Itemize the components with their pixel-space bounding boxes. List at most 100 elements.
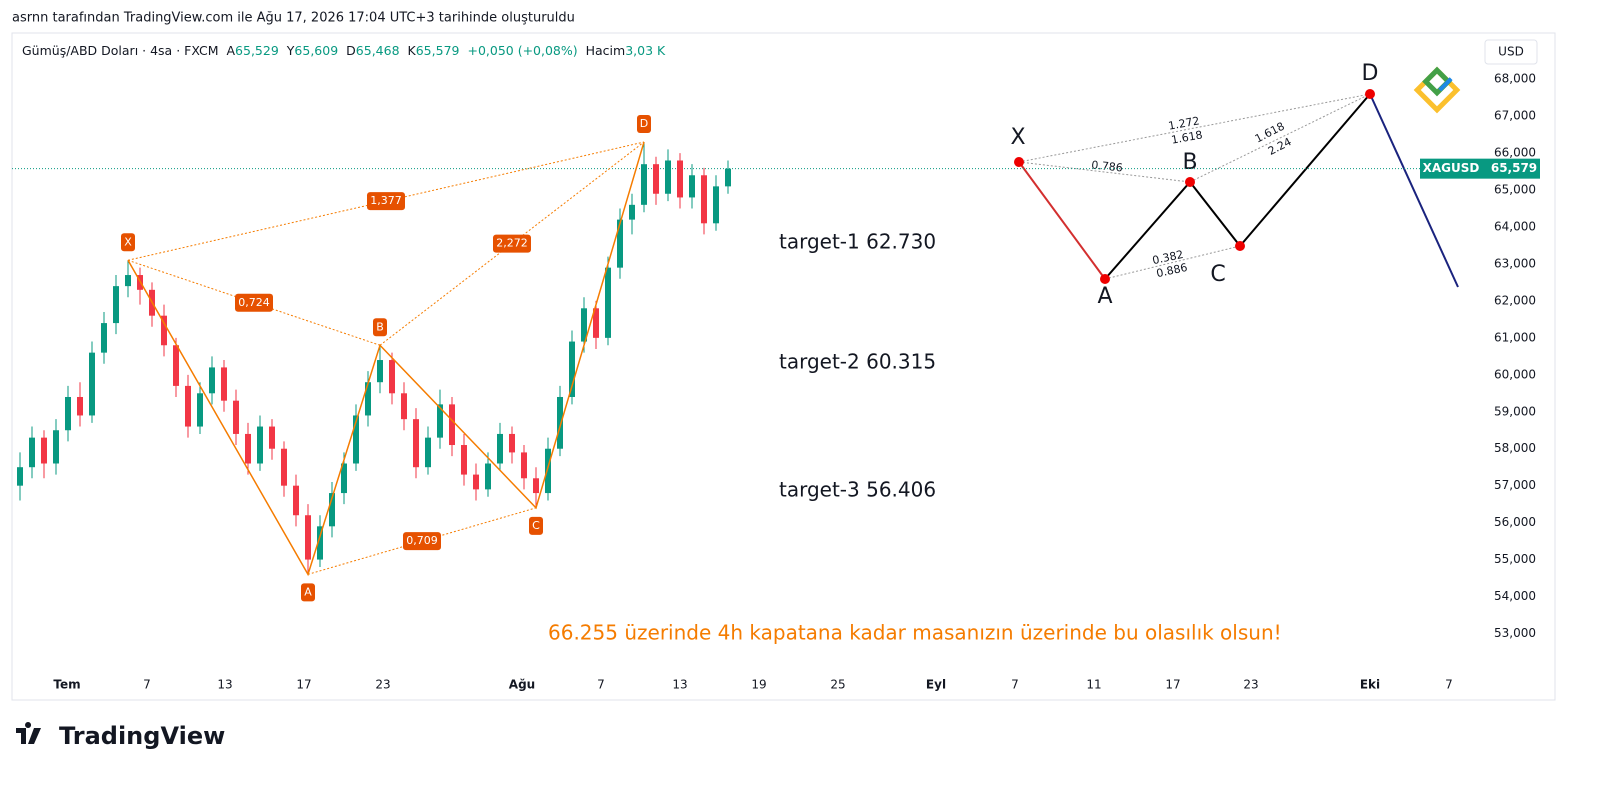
candle-body <box>209 367 215 394</box>
x-tick-label: 17 <box>296 678 311 692</box>
y-tick-label: 65,000 <box>1494 183 1536 197</box>
x-tick-label: Eki <box>1360 678 1380 692</box>
ratio-badge <box>235 293 273 312</box>
candle-body <box>677 160 683 198</box>
ratio-badge <box>403 532 441 551</box>
x-tick-label: 7 <box>1011 678 1019 692</box>
leg <box>1018 161 1106 280</box>
candle-body <box>461 445 467 475</box>
candle-body <box>629 204 635 220</box>
candle-body <box>113 286 119 324</box>
candle-body <box>689 175 695 198</box>
currency-box[interactable] <box>1484 39 1538 65</box>
candle-body <box>545 448 551 494</box>
candle-body <box>713 186 719 224</box>
ohlc-key: K <box>408 43 417 58</box>
candle-body <box>605 267 611 338</box>
candle-body <box>245 433 251 464</box>
symbol: Gümüş/ABD Doları · 4sa · FXCM <box>22 43 219 58</box>
price-tag <box>1420 158 1540 179</box>
candle-body <box>101 323 107 353</box>
leg <box>1104 93 1371 280</box>
candle-body <box>17 467 23 486</box>
y-tick-label: 61,000 <box>1494 330 1536 344</box>
x-tick-label: Tem <box>53 678 80 692</box>
x-tick-label: 7 <box>597 678 605 692</box>
ratio-line <box>307 507 537 575</box>
x-tick-label: 23 <box>1243 678 1258 692</box>
brand-name: TradingView <box>59 722 225 750</box>
candle-body <box>341 463 347 494</box>
ratio-label: 0,724 <box>238 296 270 309</box>
point-label: C <box>1210 262 1225 287</box>
y-tick-label: 53,000 <box>1494 626 1536 640</box>
point-badge <box>301 583 315 602</box>
volume: 3,03 K <box>625 43 666 58</box>
candle-body <box>437 404 443 438</box>
dotted-line <box>1018 161 1191 183</box>
legend: Gümüş/ABD Doları · 4sa · FXCM A65,529 Y6… <box>22 43 666 58</box>
point-label: X <box>124 235 132 248</box>
y-tick-label: 68,000 <box>1494 72 1536 86</box>
brand-icon <box>16 722 41 744</box>
candle-body <box>329 493 335 527</box>
candle-body <box>221 367 227 401</box>
candle-body <box>653 164 659 194</box>
candle-body <box>593 308 599 338</box>
ohlc-value: 65,468 <box>356 43 400 58</box>
candle-body <box>449 404 455 446</box>
dotted-line <box>1189 93 1371 183</box>
point-badge <box>529 516 543 535</box>
candle-body <box>497 433 503 464</box>
ratio: 0.786 <box>1091 158 1124 174</box>
candle-body <box>389 360 395 394</box>
y-tick-label: 59,000 <box>1494 404 1536 418</box>
header: asrnn tarafından TradingView.com ile Ağu… <box>12 11 575 26</box>
annotation: target-3 56.406 <box>779 478 936 502</box>
candle-body <box>581 308 587 342</box>
candle-body <box>269 426 275 449</box>
ratio: 0.382 <box>1151 248 1185 267</box>
y-tick-label: 62,000 <box>1494 293 1536 307</box>
candle-body <box>425 437 431 468</box>
point-badge <box>637 115 651 134</box>
candle-body <box>77 396 83 416</box>
candle-body <box>197 393 203 427</box>
point-label: C <box>532 519 540 532</box>
ratio-label: 2,272 <box>496 237 528 250</box>
point-label: B <box>376 320 384 333</box>
candle-body <box>533 478 539 494</box>
candle-body <box>353 415 359 464</box>
candle-body <box>377 360 383 383</box>
leg <box>1369 93 1459 288</box>
ratio-label: 1,377 <box>370 194 402 207</box>
candle-body <box>401 393 407 420</box>
dotted-line <box>1104 245 1241 280</box>
dotted-line <box>1018 93 1371 163</box>
point-label: A <box>1097 284 1112 309</box>
point-label: A <box>304 585 312 598</box>
candle-body <box>725 168 731 187</box>
candle-body <box>89 352 95 416</box>
point <box>1235 241 1245 251</box>
candle-body <box>521 452 527 479</box>
price-label: 65,579 <box>1491 161 1537 175</box>
ohlc-key: A <box>226 43 235 58</box>
ratio-badge <box>493 234 531 253</box>
point <box>1185 177 1195 187</box>
x-tick-label: 13 <box>217 678 232 692</box>
x-tick-label: Eyl <box>926 678 946 692</box>
y-tick-label: 55,000 <box>1494 552 1536 566</box>
candle-body <box>305 515 311 560</box>
candle-body <box>701 175 707 224</box>
candle-body <box>317 526 323 560</box>
point-label: X <box>1010 125 1025 150</box>
schematic: X A B C D 1.272 1.618 0.786 1.618 2.24 0… <box>1010 61 1459 309</box>
annotation: target-2 60.315 <box>779 350 936 374</box>
y-tick-label: 56,000 <box>1494 515 1536 529</box>
x-tick-label: 7 <box>143 678 151 692</box>
x-tick-label: 17 <box>1165 678 1180 692</box>
y-tick-label: 64,000 <box>1494 220 1536 234</box>
x-tick-label: 13 <box>672 678 687 692</box>
plot: 53,000 54,000 55,000 56,000 57,000 58,000 59,0… <box>12 72 1540 692</box>
